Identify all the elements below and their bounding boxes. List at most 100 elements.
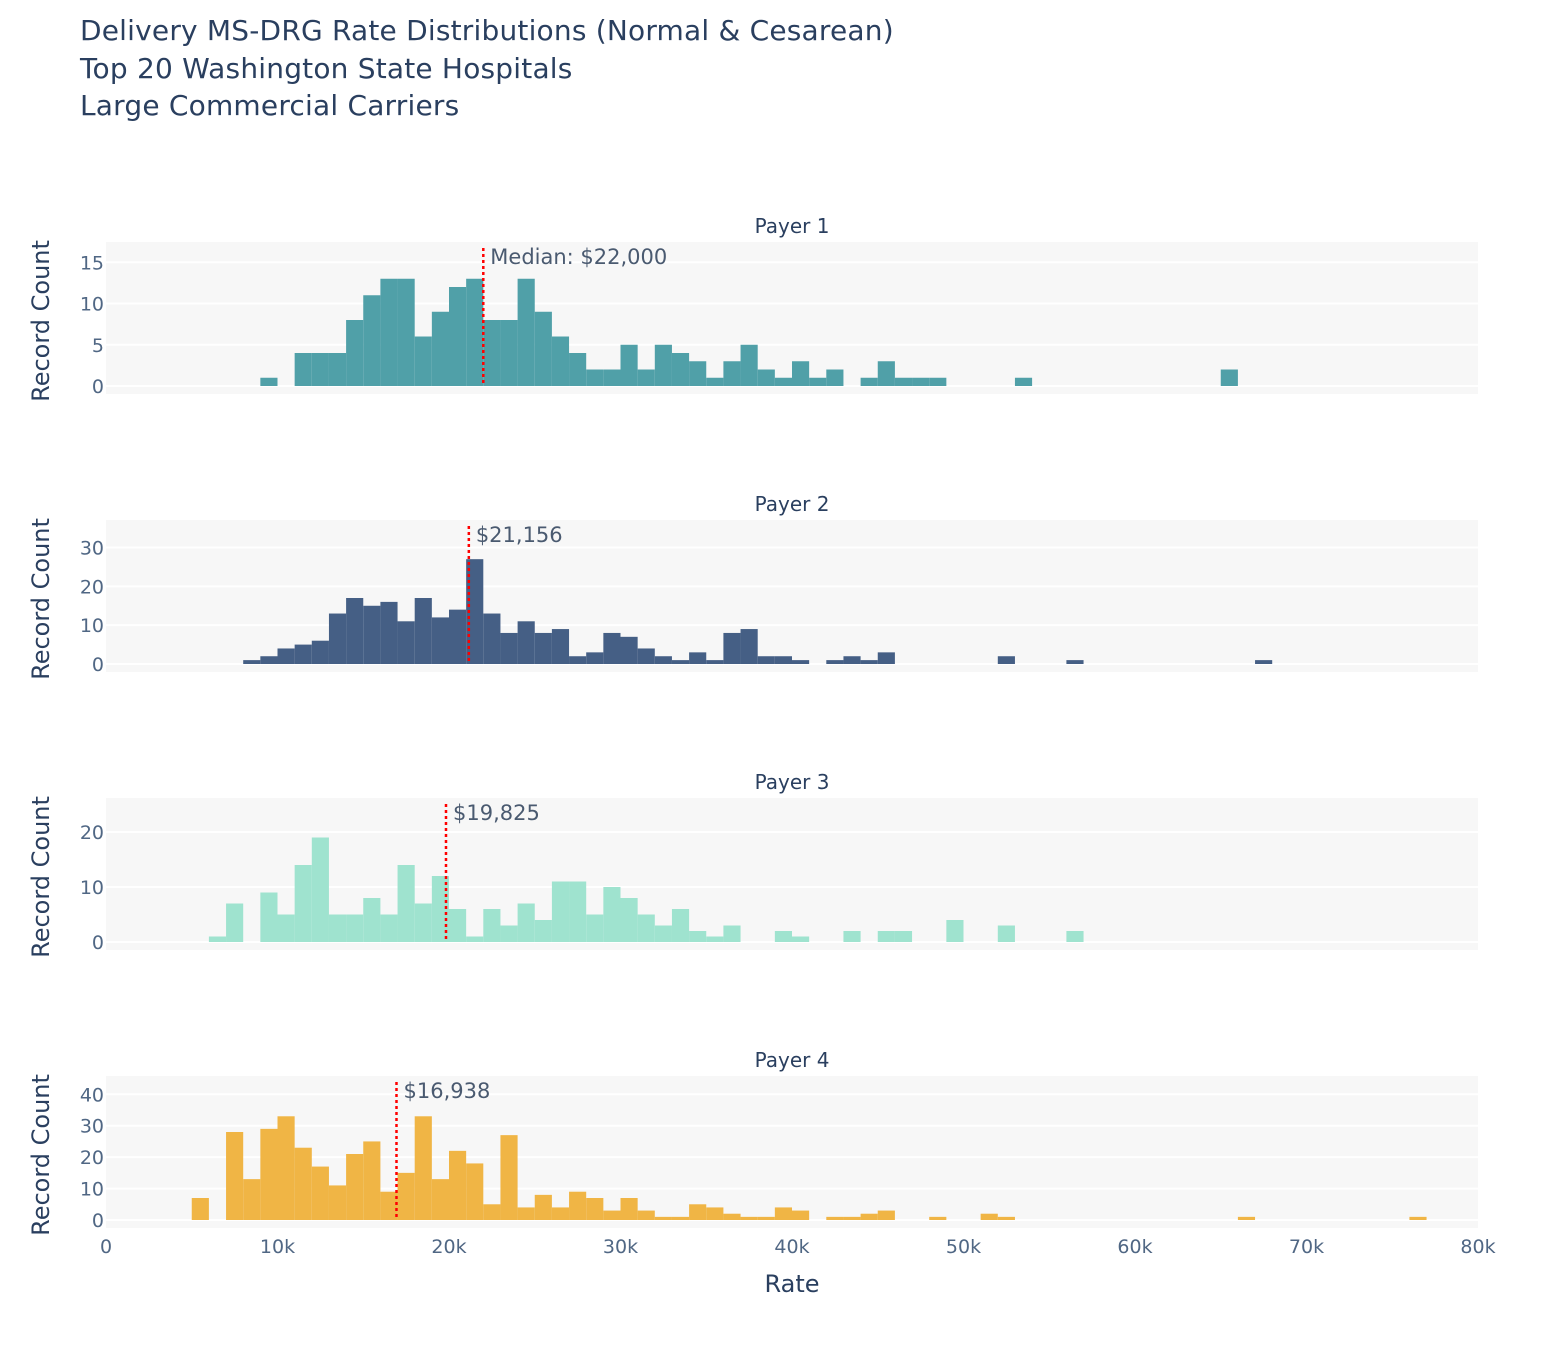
histogram-bar (637, 1210, 655, 1220)
histogram-bar (654, 1216, 672, 1220)
histogram-bar (483, 1204, 501, 1220)
histogram-bar (1255, 660, 1273, 664)
histogram-bar (586, 652, 604, 664)
histogram-bar (877, 931, 895, 942)
histogram-bar (431, 1179, 449, 1220)
histogram-bar (877, 652, 895, 664)
histogram-bar (260, 892, 278, 942)
histogram-bar (843, 656, 861, 664)
panel-subtitle: Payer 2 (755, 492, 830, 516)
histogram-bar (929, 377, 947, 386)
histogram-bar (740, 344, 758, 386)
histogram-bar (500, 925, 518, 942)
histogram-bar (397, 278, 415, 386)
median-label: $21,156 (476, 523, 563, 547)
histogram-bar (569, 1191, 587, 1220)
histogram-bar (243, 1179, 261, 1220)
histogram-bar (706, 660, 724, 664)
histogram-bar (328, 353, 347, 386)
histogram-bar (997, 1216, 1015, 1220)
histogram-bar (860, 660, 878, 664)
histogram-bar (534, 920, 552, 942)
histogram-bar (826, 1216, 844, 1220)
histogram-bar (1220, 369, 1238, 386)
histogram-bar (466, 936, 484, 942)
histogram-bar (534, 632, 552, 664)
panel-4: 0 10 20 30 40 $16,938 Payer 4 Record Count (27, 1048, 1478, 1236)
histogram-bar (191, 1198, 209, 1220)
panel-subtitle: Payer 4 (755, 1048, 830, 1072)
histogram-bar (449, 287, 467, 386)
y-tick-label: 10 (80, 1179, 104, 1201)
histogram-bar (277, 914, 295, 942)
histogram-bar (723, 925, 741, 942)
x-tick-label: 70k (1289, 1236, 1324, 1258)
histogram-bar (551, 629, 570, 664)
histogram-bar (569, 656, 587, 664)
histogram-bar (311, 640, 329, 664)
histogram-bar (517, 621, 535, 664)
histogram-bar (860, 377, 878, 386)
histogram-bar (449, 1150, 467, 1220)
histogram-bar (363, 1141, 381, 1220)
histogram-bar (294, 865, 312, 942)
histogram-bar (997, 656, 1015, 664)
histogram-bar (654, 925, 672, 942)
histogram-bar (466, 1163, 484, 1220)
histogram-bar (294, 644, 312, 664)
histogram-bar (689, 1204, 707, 1220)
histogram-bar (929, 1216, 947, 1220)
x-tick-label: 80k (1460, 1236, 1495, 1258)
histogram-bar (946, 920, 964, 942)
histogram-bar (620, 1198, 638, 1220)
histogram-bar (551, 1207, 570, 1220)
histogram-bar (243, 660, 261, 664)
y-tick-label: 40 (80, 1084, 104, 1106)
histogram-bar (483, 613, 501, 664)
histogram-bar (414, 903, 432, 942)
histogram-bar (723, 1213, 741, 1220)
histogram-bar (380, 278, 398, 386)
histogram-bar (517, 1207, 535, 1220)
histogram-bar (277, 1116, 295, 1220)
histogram-bar (757, 1216, 775, 1220)
panel-2: 0 10 20 30 $21,156 Payer 2 Record Count (27, 492, 1478, 680)
histogram-bar (311, 1166, 329, 1220)
histogram-bar (500, 632, 518, 664)
histogram-bar (671, 353, 690, 386)
histogram-bar (997, 925, 1015, 942)
histogram-bar (1014, 377, 1033, 386)
histogram-bar (774, 1207, 792, 1220)
panel-subtitle: Payer 3 (755, 770, 830, 794)
histogram-bar (397, 1172, 415, 1220)
histogram-bar (363, 295, 381, 386)
x-axis-label: Rate (764, 1270, 819, 1298)
histogram-bar (1237, 1216, 1256, 1220)
histogram-bar (757, 369, 775, 386)
histogram-bar (723, 361, 741, 386)
histogram-bar (671, 660, 690, 664)
x-tick-label: 10k (260, 1236, 295, 1258)
histogram-bar (346, 320, 364, 386)
histogram-bar (551, 336, 570, 386)
y-axis-label: Record Count (27, 518, 55, 680)
histogram-bar (569, 881, 587, 942)
x-tick-label: 30k (603, 1236, 638, 1258)
histogram-bar (774, 377, 792, 386)
y-tick-label: 20 (80, 576, 104, 598)
histogram-bar (208, 936, 227, 942)
histogram-bar (894, 931, 913, 942)
y-tick-label: 0 (92, 932, 104, 954)
histogram-bar (671, 1216, 690, 1220)
histogram-bar (449, 909, 467, 942)
histogram-bar (586, 369, 604, 386)
x-tick-label: 0 (100, 1236, 112, 1258)
median-label: $16,938 (403, 1079, 490, 1103)
histogram-bar (294, 1147, 312, 1220)
histogram-bar (380, 1191, 398, 1220)
histogram-bar (689, 652, 707, 664)
histogram-bar (637, 914, 655, 942)
histogram-bar (706, 1207, 724, 1220)
panel-1: 0 5 10 15 Median: $22,000 Payer 1 Record Count (27, 214, 1478, 402)
histogram-bar (311, 837, 329, 942)
